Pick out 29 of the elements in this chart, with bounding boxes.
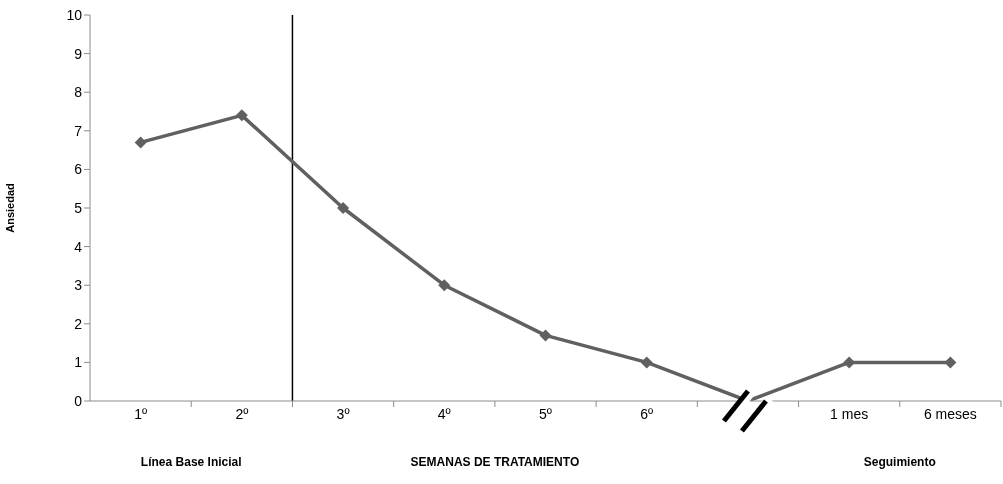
text: Línea Base Inicial xyxy=(140,455,242,469)
point xyxy=(640,356,653,369)
x-tick-label: 4º xyxy=(437,405,451,422)
point xyxy=(134,136,147,149)
y-tick-label: 1 xyxy=(74,354,83,371)
point xyxy=(438,279,451,292)
y-tick-label: 7 xyxy=(74,122,83,139)
x-tick-label: 6º xyxy=(640,405,654,422)
y-tick-label: 4 xyxy=(74,238,83,255)
y-tick-label: 2 xyxy=(74,315,83,332)
y-tick-label: 3 xyxy=(74,277,83,294)
x-tick-label: 5º xyxy=(539,405,552,422)
x-tick-label: 1º xyxy=(134,405,148,422)
point xyxy=(235,109,248,122)
text: Seguimiento xyxy=(863,455,936,469)
x-tick-label: 2º xyxy=(235,405,249,422)
text: SEMANAS DE TRATAMIENTO xyxy=(410,455,580,469)
y-tick-label: 10 xyxy=(66,6,83,23)
y-axis-title: Ansiedad xyxy=(3,183,16,233)
point xyxy=(539,329,552,342)
x-tick-label: 6 meses xyxy=(923,405,977,422)
point xyxy=(337,202,350,214)
y-tick-label: 5 xyxy=(74,199,83,216)
y-tick-label: 8 xyxy=(74,84,83,101)
x-tick-label: 3º xyxy=(336,405,350,422)
y-tick-label: 9 xyxy=(74,45,83,62)
y-tick-label: 0 xyxy=(74,392,83,409)
x-tick-label: 1 mes xyxy=(830,405,869,422)
y-tick-label: 6 xyxy=(74,161,83,178)
